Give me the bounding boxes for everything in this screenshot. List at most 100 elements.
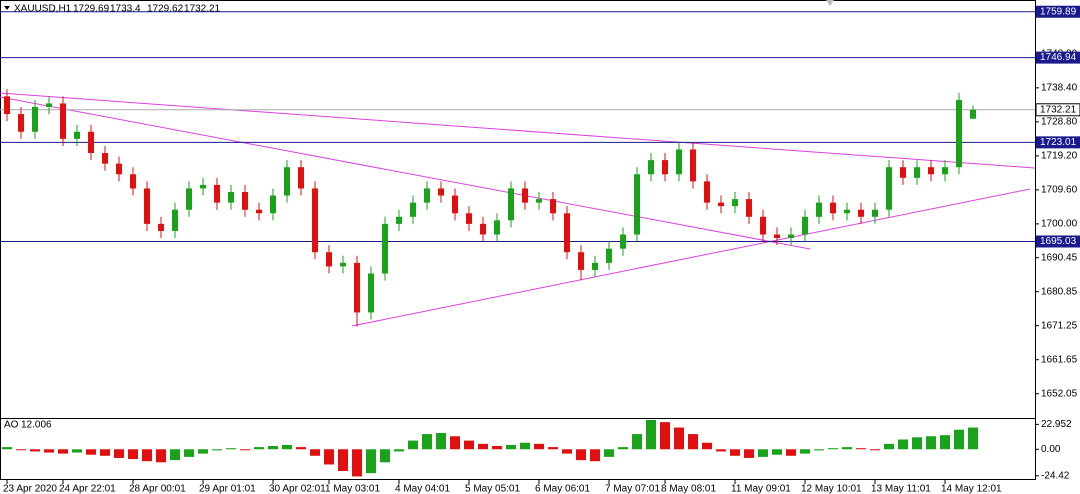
ao-bar [506,444,516,450]
candle-body [60,103,66,139]
candle-body [200,184,206,189]
ao-bar [618,447,628,450]
ao-bar [86,449,96,455]
candle-body [186,188,192,210]
x-tick-label: 14 May 12:01 [941,484,1002,494]
ao-bar [730,449,740,456]
ao-bar [310,449,320,456]
menu-arrow [4,6,10,10]
candle-body [788,234,794,239]
level-label-box [1036,235,1080,248]
level-label: 1746.94 [1040,52,1077,63]
ao-bar [604,449,614,457]
candle-body [774,234,780,239]
x-tick-label: 30 Apr 02:01 [269,484,326,494]
x-tick-label: 29 Apr 01:01 [199,484,256,494]
ohlc-high: 1733.4 [110,4,141,15]
trendline [0,96,811,250]
candle-body [144,188,150,224]
candle-body [858,209,864,217]
indicator-value: 12.006 [21,420,52,431]
ao-bar [254,447,264,450]
y-tick-label: 1709.60 [1041,185,1078,196]
x-tick-label: 4 May 04:01 [395,484,450,494]
candle-body [32,106,38,132]
candle-body [942,167,948,175]
ao-bar [492,446,502,450]
y-tick-label: 1680.85 [1041,286,1078,297]
ao-bar [646,419,656,450]
candle-body [4,96,10,115]
plot-frame [0,0,1036,480]
candle-body [494,220,500,235]
candle-body [634,174,640,235]
ao-bar [2,447,12,450]
candle-body [284,167,290,196]
candle-body [536,199,542,203]
candle-body [592,262,598,270]
ao-bar [128,449,138,460]
ao-bar [282,444,292,450]
ao-bar [170,449,180,461]
candle-body [676,149,682,175]
ao-bar [940,435,950,450]
ao-bar [716,449,726,452]
candle-body [564,213,570,253]
candle-body [830,202,836,214]
candle-body [690,149,696,182]
ao-bar [828,448,838,450]
x-tick-label: 8 May 08:01 [661,484,716,494]
ao-bar [688,434,698,450]
y-tick-label: 0.00 [1041,444,1061,455]
x-tick-label: 5 May 05:01 [465,484,520,494]
ao-bar [548,447,558,450]
candle-body [522,188,528,203]
ohlc-low: 1729.62 [147,4,184,15]
candle-body [508,188,514,221]
candle-body [620,234,626,249]
ao-bar [450,436,460,450]
ao-bar [562,449,572,454]
price-label-box [1035,103,1080,117]
x-tick-label: 23 Apr 2020 [3,484,57,494]
candle-body [130,174,136,189]
x-tick-label: 24 Apr 22:01 [59,484,116,494]
candle-body [886,167,892,210]
y-tick-label: 1652.05 [1041,388,1078,399]
level-label: 1723.01 [1040,137,1077,148]
candle-body [606,248,612,263]
trendline [0,92,1036,169]
ao-bar [240,449,250,451]
ao-bar [786,449,796,456]
ao-bar [856,448,866,450]
candle-body [760,216,766,235]
level-label-box [1036,51,1080,64]
ao-bar [912,437,922,450]
ao-bar [184,449,194,457]
candle-body [718,202,724,207]
level-label: 1759.89 [1040,6,1077,17]
ao-bar [422,434,432,450]
ao-bar [44,449,54,453]
candle-body [424,188,430,203]
candle-body [368,273,374,313]
y-tick-label: 1700.00 [1041,219,1078,230]
ao-bar [324,449,334,465]
ao-bar [212,449,222,451]
candle-body [410,202,416,217]
y-tick-label: 1661.65 [1041,354,1078,365]
candle-body [228,191,234,203]
candle-body [256,209,262,214]
candle-body [900,167,906,178]
candle-body [648,160,654,175]
ao-bar [226,448,236,450]
ao-bar [870,449,880,451]
candle-body [872,209,878,217]
ohlc-open: 1729.69 [73,4,110,15]
ao-bar [72,449,82,453]
level-label: 1695.03 [1040,236,1077,247]
x-tick-label: 7 May 07:01 [605,484,660,494]
candle-body [704,181,710,203]
x-tick-label: 13 May 11:01 [871,484,931,494]
